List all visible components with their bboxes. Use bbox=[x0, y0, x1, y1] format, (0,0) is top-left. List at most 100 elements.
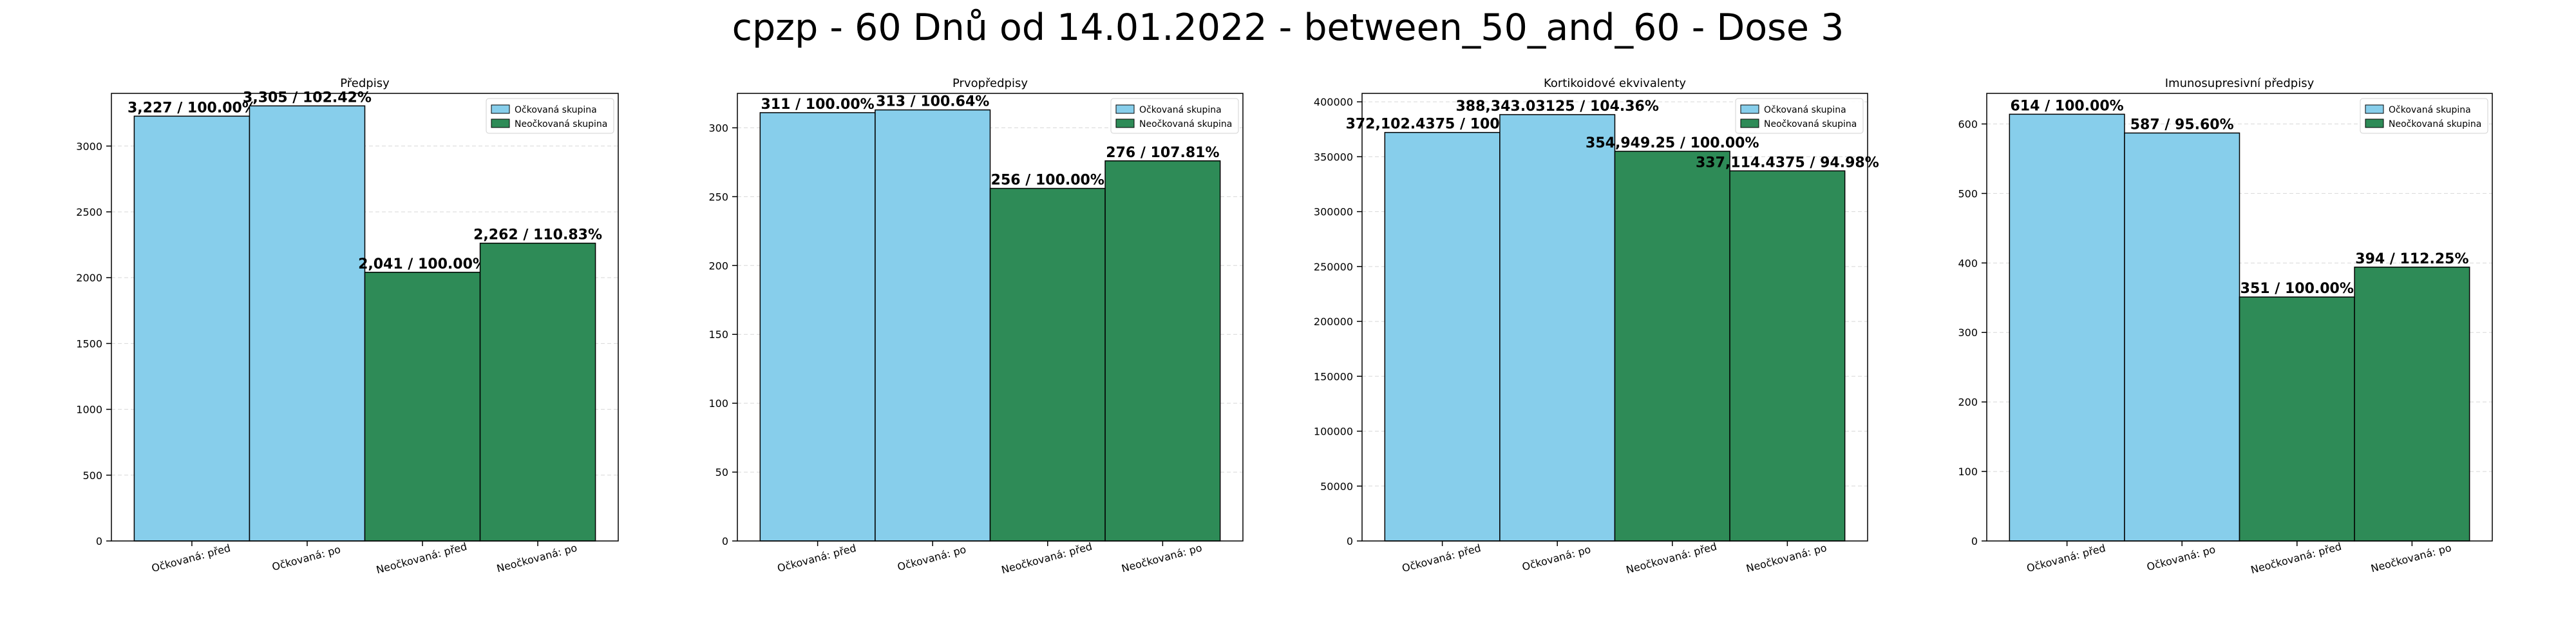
y-tick-label: 600 bbox=[1958, 118, 1978, 130]
bar bbox=[2124, 132, 2240, 542]
subplot-title: Prvopředpisy bbox=[952, 77, 1028, 90]
data-label: 351 / 100.00% bbox=[2240, 281, 2354, 297]
x-tick-label: Očkovaná: před bbox=[2025, 542, 2107, 574]
bar bbox=[1384, 131, 1501, 542]
y-tick-label: 350000 bbox=[1314, 151, 1353, 163]
x-tick-label: Očkovaná: po bbox=[2145, 543, 2217, 573]
y-tick-label: 250 bbox=[708, 191, 728, 203]
legend-entry: Očkovaná skupina bbox=[2389, 105, 2471, 115]
legend-entry: Očkovaná skupina bbox=[515, 105, 597, 115]
subplot-title: Kortikoidové ekvivalenty bbox=[1544, 77, 1686, 90]
y-tick-label: 300000 bbox=[1314, 206, 1353, 218]
bar bbox=[2239, 296, 2355, 542]
y-tick-label: 50 bbox=[715, 466, 728, 478]
data-label: 3,227 / 100.00% bbox=[128, 100, 256, 116]
bar bbox=[875, 109, 991, 542]
bar bbox=[1104, 160, 1221, 542]
legend-entry: Neočkovaná skupina bbox=[2389, 119, 2481, 129]
y-tick-label: 250000 bbox=[1314, 261, 1353, 273]
bar bbox=[1614, 151, 1730, 542]
y-tick-label: 0 bbox=[722, 535, 728, 547]
y-tick-label: 0 bbox=[96, 535, 102, 547]
y-tick-label: 2500 bbox=[76, 206, 102, 218]
legend-swatch bbox=[491, 118, 510, 128]
subplot-4: 0 100 200 300 400 500 600 614 / 100.00% Očkovaná… bbox=[1958, 77, 2493, 576]
data-label: 388,343.03125 / 104.36% bbox=[1456, 99, 1659, 115]
legend-entry: Očkovaná skupina bbox=[1764, 105, 1846, 115]
y-tick-label: 100 bbox=[1958, 466, 1978, 478]
data-label: 614 / 100.00% bbox=[2011, 98, 2124, 114]
data-label: 311 / 100.00% bbox=[761, 97, 875, 113]
data-label: 313 / 100.64% bbox=[876, 94, 989, 110]
legend-swatch bbox=[1115, 104, 1135, 114]
data-label: 2,262 / 110.83% bbox=[473, 227, 602, 243]
legend-entry: Neočkovaná skupina bbox=[515, 119, 607, 129]
x-tick-label: Očkovaná: před bbox=[150, 542, 232, 574]
bar bbox=[989, 187, 1106, 542]
data-label: 394 / 112.25% bbox=[2355, 251, 2468, 267]
legend-swatch bbox=[1740, 118, 1759, 128]
x-tick-label: Neočkovaná: po bbox=[495, 542, 578, 575]
data-label: 276 / 107.81% bbox=[1106, 145, 1219, 161]
y-tick-label: 3000 bbox=[76, 140, 102, 153]
y-tick-label: 50000 bbox=[1320, 480, 1353, 493]
y-tick-label: 300 bbox=[1958, 327, 1978, 339]
axes-frame bbox=[737, 93, 1244, 542]
y-tick-label: 100 bbox=[708, 397, 728, 410]
legend-box bbox=[1110, 98, 1239, 134]
x-tick-label: Neočkovaná: po bbox=[2369, 542, 2452, 575]
subplot-2: 0 50 100 150 200 250 300 311 / 100.00% Očkovaná:… bbox=[708, 77, 1244, 576]
legend-box bbox=[486, 98, 614, 134]
x-tick-label: Očkovaná: před bbox=[1401, 542, 1482, 574]
bar bbox=[1729, 170, 1846, 542]
x-tick-label: Neočkovaná: před bbox=[1000, 540, 1094, 576]
y-tick-label: 1500 bbox=[76, 337, 102, 350]
subplot-1: 0 500 1000 1500 2000 2500 3000 3,227 / 100.00% O… bbox=[76, 77, 619, 576]
legend-entry: Očkovaná skupina bbox=[1139, 105, 1222, 115]
y-tick-label: 150000 bbox=[1314, 370, 1353, 383]
legend-box bbox=[2360, 98, 2488, 134]
legend-entry: Neočkovaná skupina bbox=[1764, 119, 1857, 129]
axes-frame bbox=[1986, 93, 2493, 542]
figure-title: cpzp - 60 Dnů od 14.01.2022 - between_50… bbox=[732, 6, 1844, 49]
subplot-title: Předpisy bbox=[340, 77, 390, 90]
x-tick-label: Neočkovaná: po bbox=[1120, 542, 1203, 575]
y-tick-label: 200 bbox=[1958, 396, 1978, 408]
bar bbox=[759, 112, 876, 542]
bar bbox=[2009, 113, 2125, 542]
bar bbox=[1499, 114, 1616, 542]
y-tick-label: 200 bbox=[708, 260, 728, 272]
y-tick-label: 0 bbox=[1347, 535, 1353, 547]
x-tick-label: Očkovaná: před bbox=[776, 542, 858, 574]
bar bbox=[364, 272, 481, 542]
bar bbox=[2354, 267, 2470, 542]
bar bbox=[479, 242, 596, 542]
data-label: 587 / 95.60% bbox=[2130, 117, 2234, 133]
y-tick-label: 150 bbox=[708, 328, 728, 341]
x-tick-label: Neočkovaná: před bbox=[2249, 540, 2343, 576]
data-label: 337,114.4375 / 94.98% bbox=[1696, 155, 1879, 171]
legend-box bbox=[1735, 98, 1864, 134]
data-label: 256 / 100.00% bbox=[991, 173, 1104, 189]
y-tick-label: 0 bbox=[1971, 535, 1978, 547]
legend-swatch bbox=[2365, 118, 2384, 128]
bar bbox=[133, 115, 251, 542]
y-tick-label: 400 bbox=[1958, 257, 1978, 269]
y-tick-label: 500 bbox=[82, 469, 102, 482]
legend-swatch bbox=[1740, 104, 1759, 114]
y-tick-label: 2000 bbox=[76, 272, 102, 284]
axes-frame bbox=[111, 93, 619, 542]
x-tick-label: Neočkovaná: před bbox=[1625, 540, 1718, 576]
y-tick-label: 400000 bbox=[1314, 96, 1353, 108]
legend-swatch bbox=[1115, 118, 1135, 128]
y-tick-label: 500 bbox=[1958, 187, 1978, 200]
legend-swatch bbox=[2365, 104, 2384, 114]
x-tick-label: Očkovaná: po bbox=[896, 543, 967, 573]
axes-frame bbox=[1361, 93, 1868, 542]
x-tick-label: Očkovaná: po bbox=[1520, 543, 1592, 573]
subplot-title: Imunosupresivní předpisy bbox=[2165, 77, 2315, 90]
x-tick-label: Neočkovaná: po bbox=[1745, 542, 1828, 575]
y-tick-label: 300 bbox=[708, 122, 728, 134]
